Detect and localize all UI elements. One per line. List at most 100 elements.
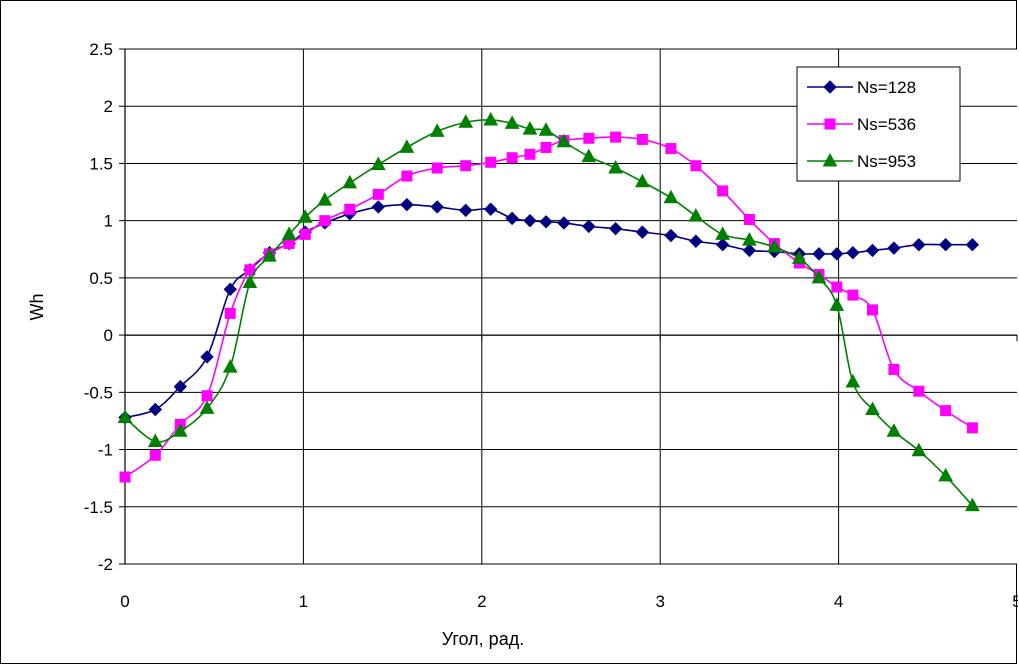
y-tick-label: 2.5 — [89, 40, 113, 59]
data-point — [940, 405, 952, 417]
data-point — [484, 202, 498, 216]
legend-item: Ns=128 — [807, 78, 916, 97]
data-point — [401, 170, 413, 182]
data-point — [372, 188, 384, 200]
data-point — [429, 123, 445, 137]
data-point — [636, 133, 648, 145]
data-point — [742, 243, 757, 258]
data-point — [581, 148, 597, 163]
data-point — [485, 156, 497, 168]
data-point — [845, 373, 861, 388]
data-point — [846, 246, 860, 260]
data-point — [608, 221, 623, 236]
data-point — [742, 232, 757, 246]
data-point — [200, 350, 214, 364]
data-point — [400, 197, 414, 212]
data-point — [635, 225, 650, 239]
x-tick-label: 0 — [120, 592, 129, 611]
data-point — [370, 156, 386, 171]
data-point — [460, 160, 472, 172]
y-tick-label: -0.5 — [84, 383, 113, 402]
data-point — [938, 467, 953, 482]
y-tick-label: 0 — [104, 326, 113, 345]
data-point — [281, 226, 297, 240]
data-point — [792, 250, 807, 264]
data-point — [831, 281, 843, 293]
series-2 — [117, 111, 980, 512]
data-point — [888, 363, 900, 375]
y-tick-label: 0.5 — [89, 269, 113, 288]
data-point — [149, 449, 161, 461]
data-point — [222, 359, 238, 373]
data-point — [767, 238, 782, 253]
data-point — [690, 160, 702, 172]
data-point — [664, 228, 678, 243]
data-point — [297, 209, 313, 223]
data-point — [199, 400, 215, 414]
data-point — [886, 423, 902, 437]
x-tick-label: 5 — [1012, 592, 1018, 611]
data-point — [317, 192, 333, 206]
data-point — [966, 422, 978, 434]
data-point — [147, 433, 163, 448]
data-point — [342, 174, 358, 189]
data-point — [912, 237, 926, 252]
data-point — [557, 216, 571, 230]
data-point — [715, 237, 730, 252]
data-point — [811, 269, 827, 284]
data-point — [430, 200, 444, 214]
x-tick-label: 1 — [299, 592, 308, 611]
y-tick-label: -1.5 — [84, 498, 113, 517]
data-point — [524, 148, 536, 160]
series-layer — [117, 111, 980, 512]
data-point — [224, 307, 236, 319]
data-point — [913, 385, 925, 397]
legend-label: Ns=953 — [857, 152, 916, 171]
data-point — [540, 141, 552, 153]
data-point — [911, 442, 927, 457]
data-point — [829, 297, 845, 311]
legend: Ns=128 Ns=536 Ns=953 — [796, 66, 961, 182]
data-point — [483, 111, 499, 126]
data-point — [523, 213, 537, 228]
data-point — [610, 131, 622, 143]
data-point — [715, 226, 730, 240]
data-point — [399, 139, 415, 153]
tick-labels: -2 -1.5 -1 -0.5 0 0.5 1 1.5 2 2.5 0 1 2 3 4 5 — [84, 40, 1019, 611]
data-point — [635, 173, 650, 188]
data-point — [459, 203, 473, 218]
legend-marker — [823, 80, 837, 94]
data-point — [283, 238, 295, 250]
data-point — [262, 248, 277, 262]
data-point — [299, 228, 311, 240]
data-point — [688, 208, 704, 222]
data-point — [865, 401, 880, 415]
data-point — [522, 121, 538, 135]
data-point — [689, 234, 703, 248]
data-point — [371, 200, 386, 214]
data-point — [866, 304, 878, 316]
legend-item: Ns=953 — [807, 152, 916, 171]
data-point — [173, 379, 188, 394]
data-point — [665, 143, 677, 155]
y-tick-label: -1 — [98, 441, 113, 460]
data-point — [717, 185, 729, 197]
data-point — [539, 215, 553, 229]
data-point — [583, 132, 595, 144]
data-point — [201, 390, 213, 402]
data-point — [965, 237, 980, 252]
y-tick-label: 1 — [104, 212, 113, 231]
data-point — [223, 282, 237, 297]
data-point — [538, 122, 554, 136]
data-point — [172, 423, 188, 437]
x-tick-label: 2 — [477, 592, 486, 611]
x-axis-label: Угол, рад. — [442, 629, 524, 649]
y-tick-label: 1.5 — [89, 154, 113, 173]
legend-label: Ns=536 — [857, 115, 916, 134]
legend-item: Ns=536 — [807, 115, 916, 134]
data-point — [504, 115, 520, 129]
data-point — [117, 409, 133, 424]
data-point — [344, 203, 356, 215]
data-point — [812, 247, 826, 261]
data-point — [608, 159, 623, 174]
